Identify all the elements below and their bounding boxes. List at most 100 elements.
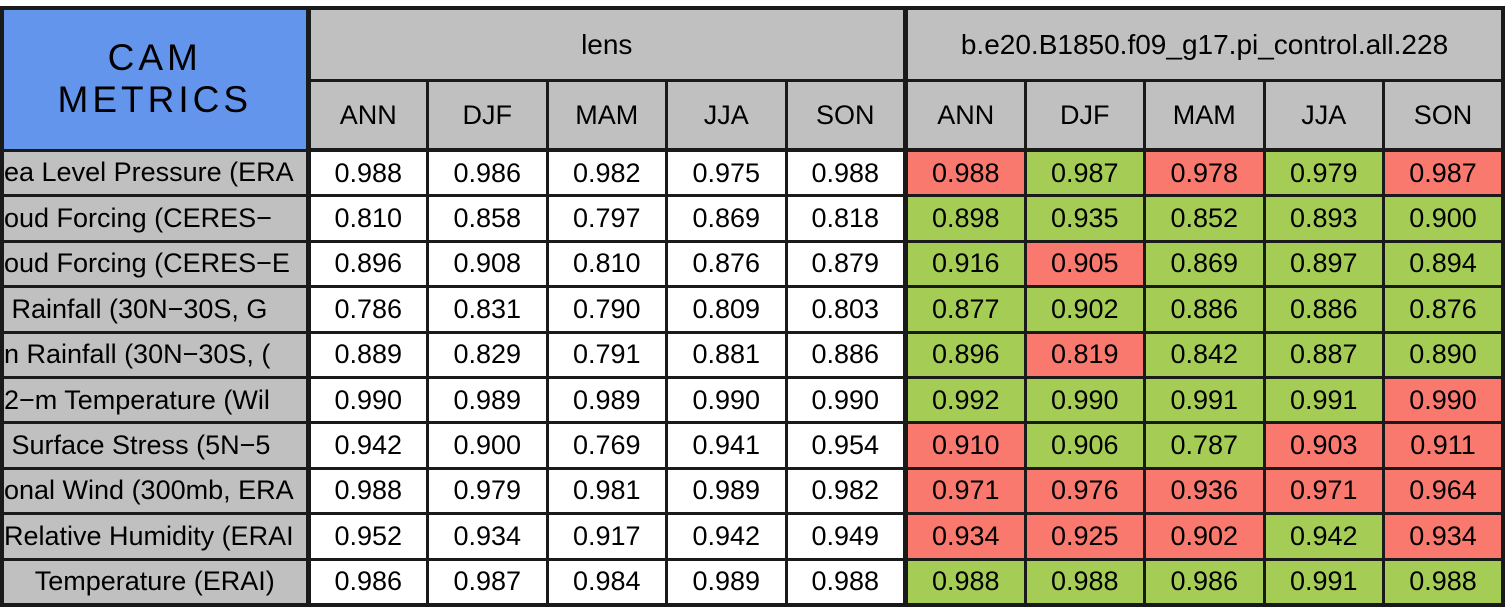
lens-value-cell: 0.791: [545, 330, 668, 379]
lens-value-cell: 0.986: [306, 557, 429, 607]
lens-value-cell: 0.979: [426, 466, 549, 516]
lens-value-cell: 0.990: [784, 375, 907, 425]
control-value-cell-green: 0.898: [903, 194, 1027, 243]
control-value-cell-red: 0.988: [903, 148, 1027, 198]
control-value-cell-red: 0.910: [903, 421, 1027, 470]
control-value-cell-red: 0.934: [1382, 512, 1505, 561]
control-value-cell-green: 0.906: [1023, 421, 1146, 470]
control-value-cell-green: 0.852: [1143, 194, 1266, 243]
control-value-cell-red: 0.971: [1262, 466, 1385, 516]
lens-value-cell: 0.988: [784, 557, 907, 607]
lens-value-cell: 0.990: [665, 375, 788, 425]
control-value-cell-red: 0.971: [903, 466, 1027, 516]
metric-label: Rainfall (30N−30S, G: [0, 285, 311, 334]
table-row: Temperature (ERAI) 0.986 0.987 0.984 0.989 0.…: [0, 557, 1505, 607]
lens-value-cell: 0.810: [306, 194, 429, 243]
season-header-mam-lens: MAM: [545, 79, 668, 152]
control-value-cell-green: 0.988: [1023, 557, 1146, 607]
lens-value-cell: 0.908: [426, 239, 549, 289]
lens-value-cell: 0.989: [665, 557, 788, 607]
control-value-cell-green: 0.886: [1262, 285, 1385, 334]
table-row: ea Level Pressure (ERA 0.988 0.986 0.982 0.9…: [0, 148, 1505, 198]
lens-value-cell: 0.942: [306, 421, 429, 470]
control-value-cell-green: 0.986: [1143, 557, 1266, 607]
season-header-jja-control: JJA: [1262, 79, 1385, 152]
season-header-son-control: SON: [1382, 79, 1505, 152]
lens-value-cell: 0.797: [545, 194, 668, 243]
column-group-control-run: b.e20.B1850.f09_g17.pi_control.all.228: [903, 6, 1505, 82]
lens-value-cell: 0.900: [426, 421, 549, 470]
season-header-ann-lens: ANN: [306, 79, 429, 152]
lens-value-cell: 0.786: [306, 285, 429, 334]
lens-value-cell: 0.869: [665, 194, 788, 243]
lens-value-cell: 0.986: [426, 148, 549, 198]
control-value-cell-green: 0.942: [1262, 512, 1385, 561]
control-value-cell-green: 0.988: [1382, 557, 1505, 607]
control-value-cell-red: 0.925: [1023, 512, 1146, 561]
metric-label: oud Forcing (CERES−E: [0, 239, 311, 289]
control-value-cell-red: 0.902: [1143, 512, 1266, 561]
control-value-cell-green: 0.987: [1023, 148, 1146, 198]
control-value-cell-green: 0.887: [1262, 330, 1385, 379]
season-header-jja-lens: JJA: [665, 79, 788, 152]
lens-value-cell: 0.831: [426, 285, 549, 334]
lens-value-cell: 0.941: [665, 421, 788, 470]
control-value-cell-green: 0.894: [1382, 239, 1505, 289]
lens-value-cell: 0.896: [306, 239, 429, 289]
control-value-cell-green: 0.935: [1023, 194, 1146, 243]
control-value-cell-red: 0.903: [1262, 421, 1385, 470]
lens-value-cell: 0.809: [665, 285, 788, 334]
control-value-cell-green: 0.900: [1382, 194, 1505, 243]
control-value-cell-green: 0.991: [1262, 557, 1385, 607]
control-value-cell-green: 0.988: [903, 557, 1027, 607]
lens-value-cell: 0.984: [545, 557, 668, 607]
table-row: oud Forcing (CERES− 0.810 0.858 0.797 0.869 0…: [0, 194, 1505, 243]
metric-label: 2−m Temperature (Wil: [0, 375, 311, 425]
season-header-ann-control: ANN: [903, 79, 1027, 152]
control-value-cell-green: 0.842: [1143, 330, 1266, 379]
season-header-row: ANN DJF MAM JJA SON ANN DJF MAM JJA SON: [2, 79, 1505, 152]
control-value-cell-red: 0.936: [1143, 466, 1266, 516]
control-value-cell-green: 0.991: [1262, 375, 1385, 425]
group-header-row: CAM METRICS lens b.e20.B1850.f09_g17.pi_…: [0, 6, 1505, 152]
table-row: Rainfall (30N−30S, G 0.786 0.831 0.790 0.809…: [0, 285, 1505, 334]
control-value-cell-green: 0.886: [1143, 285, 1266, 334]
table-row: 2−m Temperature (Wil 0.990 0.989 0.989 0.990…: [0, 375, 1505, 425]
season-header-mam-control: MAM: [1143, 79, 1266, 152]
control-value-cell-red: 0.819: [1023, 330, 1146, 379]
table-row: onal Wind (300mb, ERA 0.988 0.979 0.981 0.98…: [0, 466, 1505, 516]
lens-value-cell: 0.829: [426, 330, 549, 379]
control-value-cell-green: 0.869: [1143, 239, 1266, 289]
control-value-cell-green: 0.890: [1382, 330, 1505, 379]
lens-value-cell: 0.818: [784, 194, 907, 243]
lens-value-cell: 0.990: [306, 375, 429, 425]
lens-value-cell: 0.981: [545, 466, 668, 516]
season-header-djf-lens: DJF: [426, 79, 549, 152]
control-value-cell-red: 0.976: [1023, 466, 1146, 516]
metric-label: onal Wind (300mb, ERA: [0, 466, 311, 516]
lens-value-cell: 0.881: [665, 330, 788, 379]
lens-value-cell: 0.790: [545, 285, 668, 334]
control-value-cell-green: 0.902: [1023, 285, 1146, 334]
control-value-cell-green: 0.916: [903, 239, 1027, 289]
metric-label: Relative Humidity (ERAI: [0, 512, 311, 561]
lens-value-cell: 0.810: [545, 239, 668, 289]
lens-value-cell: 0.988: [306, 466, 429, 516]
season-header-son-lens: SON: [784, 79, 907, 152]
table-row: oud Forcing (CERES−E 0.896 0.908 0.810 0.876…: [0, 239, 1505, 289]
metric-label: ea Level Pressure (ERA: [0, 148, 311, 198]
lens-value-cell: 0.889: [306, 330, 429, 379]
control-value-cell-green: 0.990: [1023, 375, 1146, 425]
lens-value-cell: 0.989: [665, 466, 788, 516]
control-value-cell-green: 0.877: [903, 285, 1027, 334]
lens-value-cell: 0.988: [784, 148, 907, 198]
control-value-cell-green: 0.896: [903, 330, 1027, 379]
lens-value-cell: 0.987: [426, 557, 549, 607]
control-value-cell-red: 0.964: [1382, 466, 1505, 516]
control-value-cell-red: 0.987: [1382, 148, 1505, 198]
control-value-cell-green: 0.897: [1262, 239, 1385, 289]
lens-value-cell: 0.876: [665, 239, 788, 289]
control-value-cell-green: 0.991: [1143, 375, 1266, 425]
lens-value-cell: 0.954: [784, 421, 907, 470]
